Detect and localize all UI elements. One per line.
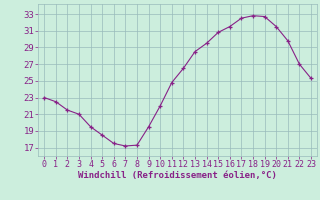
X-axis label: Windchill (Refroidissement éolien,°C): Windchill (Refroidissement éolien,°C) [78,171,277,180]
